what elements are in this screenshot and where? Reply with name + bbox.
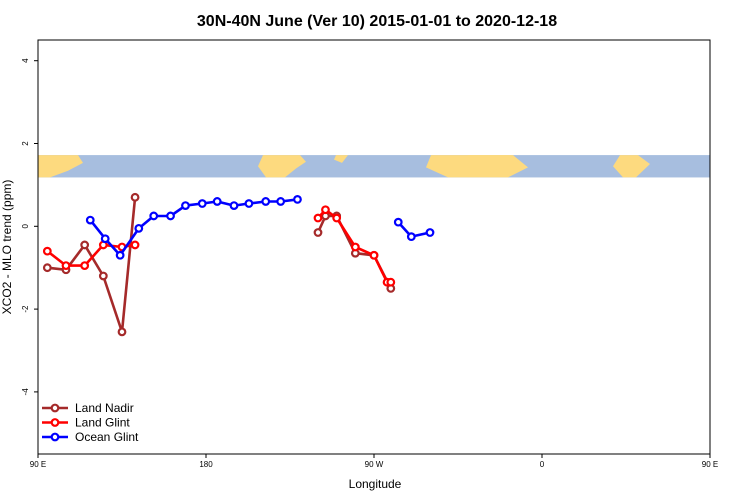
ocean-glint-point: [134, 223, 144, 233]
ocean-glint-point: [393, 217, 403, 227]
land-glint-point: [42, 246, 52, 256]
x-tick-label: 180: [199, 460, 213, 469]
ocean-glint-point: [261, 197, 271, 206]
land-glint-point: [386, 277, 396, 287]
map-land-2: [258, 155, 306, 178]
map-strip: [38, 155, 710, 178]
y-tick-label: -4: [21, 388, 30, 396]
ocean-glint-point: [85, 215, 95, 225]
ocean-glint-point: [244, 199, 254, 208]
y-tick-label: 2: [21, 141, 30, 146]
ocean-glint-point: [276, 197, 286, 206]
x-tick-label: 0: [540, 460, 545, 469]
land-nadir-point: [130, 192, 140, 202]
land-nadir-point: [42, 263, 52, 273]
ocean-glint-point: [100, 234, 110, 244]
map-land-6: [613, 155, 650, 178]
x-tick-label: 90 E: [30, 460, 46, 469]
land-nadir-point: [313, 228, 323, 237]
land-nadir-point: [98, 271, 108, 281]
land-glint-point: [369, 250, 379, 260]
plot-frame: [37, 39, 711, 455]
map-land-5: [468, 155, 514, 173]
axes: 90 E 180 90 W 0 90 E 4 2 0 -2 -4: [21, 58, 718, 469]
map-ocean: [38, 155, 710, 178]
land-nadir-point: [117, 327, 127, 337]
legend-land-glint-label: Land Glint: [75, 416, 130, 430]
legend-ocean-glint-label: Ocean Glint: [75, 430, 139, 444]
y-axis-label: XCO2 - MLO trend (ppm): [0, 180, 14, 315]
land-glint-point: [130, 240, 140, 250]
map-land-3: [334, 155, 348, 163]
legend-land-nadir-marker: [50, 403, 60, 413]
ocean-glint-point: [115, 250, 125, 260]
ocean-glint-point: [406, 232, 416, 242]
legend-land-nadir-label: Land Nadir: [75, 401, 134, 415]
x-tick-label: 90 E: [702, 460, 718, 469]
ocean-glint-point: [293, 194, 302, 204]
series-lines: [42, 192, 435, 337]
x-tick-label: 90 W: [365, 460, 384, 469]
legend-ocean-glint-marker: [50, 432, 60, 442]
x-axis-label: Longitude: [349, 477, 402, 491]
y-tick-label: -2: [21, 305, 30, 313]
land-glint-point: [61, 261, 71, 271]
ocean-glint-point: [181, 201, 190, 211]
ocean-glint-point: [212, 197, 222, 206]
land-glint-point: [80, 261, 90, 271]
legend-land-glint-marker: [50, 418, 60, 427]
y-tick-label: 4: [21, 58, 30, 63]
ocean-glint-point: [197, 199, 207, 208]
land-glint-point: [332, 213, 342, 223]
land-nadir-point: [80, 240, 90, 250]
map-land-1: [38, 155, 83, 178]
land-glint-point: [321, 205, 330, 215]
ocean-glint-point: [425, 228, 435, 237]
land-glint-point: [350, 242, 360, 252]
ocean-glint-point: [166, 211, 175, 221]
chart-title: 30N-40N June (Ver 10) 2015-01-01 to 2020…: [197, 13, 557, 30]
land-glint-point: [313, 213, 323, 223]
ocean-glint-point: [149, 211, 159, 221]
y-tick-label: 0: [21, 224, 30, 229]
ocean-glint-point: [229, 201, 239, 211]
